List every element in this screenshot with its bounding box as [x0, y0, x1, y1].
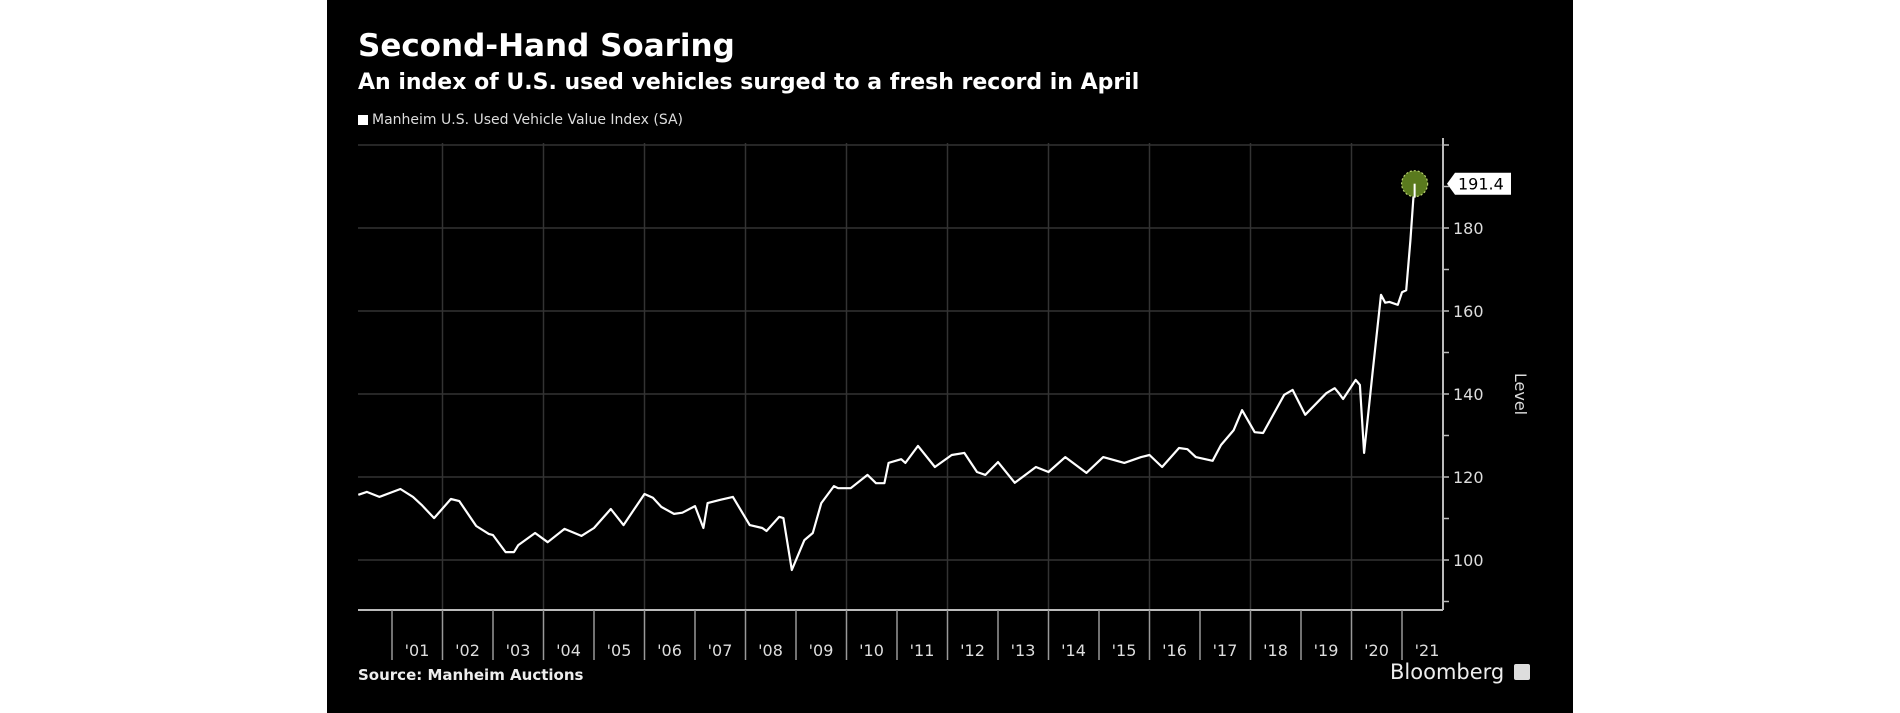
- x-tick-label: '06: [657, 641, 682, 660]
- chart-title: Second-Hand Soaring: [358, 28, 735, 64]
- bloomberg-logo: Bloomberg: [1390, 660, 1531, 684]
- chart-panel: [327, 0, 1573, 713]
- x-tick-label: '09: [809, 641, 834, 660]
- x-tick-label: '17: [1213, 641, 1238, 660]
- x-tick-label: '10: [859, 641, 884, 660]
- legend-label: Manheim U.S. Used Vehicle Value Index (S…: [372, 112, 684, 128]
- x-tick-label: '07: [708, 641, 733, 660]
- y-tick-label: 180: [1453, 219, 1484, 238]
- y-tick-label: 100: [1453, 551, 1484, 570]
- x-tick-label: '13: [1011, 641, 1036, 660]
- legend-swatch: [358, 115, 368, 125]
- x-tick-label: '20: [1364, 641, 1389, 660]
- x-tick-label: '14: [1061, 641, 1086, 660]
- x-tick-label: '05: [607, 641, 632, 660]
- x-tick-label: '04: [556, 641, 581, 660]
- x-tick-label: '21: [1415, 641, 1440, 660]
- x-tick-label: '18: [1263, 641, 1288, 660]
- value-callout-box: [1447, 172, 1511, 195]
- source-note: Source: Manheim Auctions: [358, 666, 584, 684]
- x-tick-label: '02: [455, 641, 480, 660]
- x-tick-label: '08: [758, 641, 783, 660]
- x-tick-label: '15: [1112, 641, 1137, 660]
- bloomberg-chart-icon: [1514, 664, 1531, 680]
- x-tick-label: '12: [960, 641, 985, 660]
- value-callout-label: 191.4: [1458, 175, 1504, 194]
- x-tick-label: '01: [405, 641, 430, 660]
- x-tick-label: '03: [506, 641, 531, 660]
- y-tick-label: 160: [1453, 302, 1484, 321]
- x-tick-label: '11: [910, 641, 935, 660]
- legend: Manheim U.S. Used Vehicle Value Index (S…: [358, 112, 683, 128]
- y-tick-label: 140: [1453, 385, 1484, 404]
- series-line: [357, 180, 1416, 572]
- y-tick-label: 120: [1453, 468, 1484, 487]
- brand-name: Bloomberg: [1390, 660, 1505, 684]
- x-tick-label: '16: [1162, 641, 1187, 660]
- x-tick-label: '19: [1314, 641, 1339, 660]
- chart-subtitle: An index of U.S. used vehicles surged to…: [358, 70, 1140, 95]
- y-axis-label: Level: [1511, 373, 1530, 415]
